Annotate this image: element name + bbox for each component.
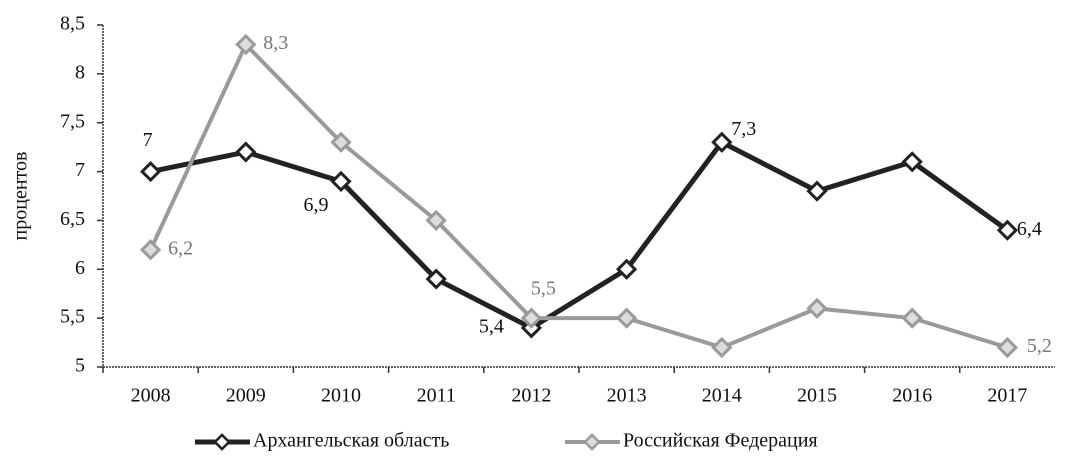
y-tick-label: 6,5	[60, 208, 85, 230]
data-label: 6,2	[168, 237, 193, 259]
y-tick-label: 7	[75, 159, 85, 181]
y-tick-label: 8	[75, 61, 85, 83]
point-marker	[139, 239, 162, 261]
point-marker	[330, 170, 352, 192]
x-tick-label: 2013	[607, 385, 647, 407]
x-tick-label: 2014	[702, 385, 742, 407]
point-marker	[901, 151, 923, 173]
x-tick-label: 2011	[417, 385, 456, 407]
x-tick-label: 2009	[226, 385, 266, 407]
data-label: 6,4	[1017, 218, 1042, 240]
point-marker	[996, 219, 1019, 241]
point-marker	[235, 141, 257, 163]
point-marker	[425, 268, 447, 290]
x-tick-label: 2016	[892, 385, 932, 407]
x-tick-label: 2017	[987, 385, 1027, 407]
y-axis-label: процентов	[10, 152, 32, 241]
y-tick-label: 8,5	[60, 13, 85, 35]
data-label: 6,9	[304, 194, 329, 216]
legend-label: Архангельская область	[253, 430, 449, 452]
series-line	[150, 139, 1009, 331]
data-label: 5,5	[531, 278, 556, 300]
point-marker	[520, 307, 543, 329]
y-tick-label: 5,5	[60, 306, 85, 328]
data-label: 5,2	[1027, 335, 1052, 357]
legend-marker	[583, 433, 601, 451]
y-tick-label: 6	[75, 257, 85, 279]
point-marker	[806, 180, 828, 202]
point-marker	[615, 258, 638, 280]
data-label: 7,3	[731, 118, 756, 140]
point-marker	[330, 131, 352, 153]
y-tick-label: 7,5	[60, 110, 85, 132]
y-tick-label: 5	[75, 355, 85, 377]
point-marker	[615, 307, 638, 329]
data-label: 8,3	[263, 32, 288, 54]
x-tick-label: 2008	[131, 385, 171, 407]
point-marker	[806, 297, 828, 319]
point-marker	[901, 307, 923, 329]
legend-label: Российская Федерация	[623, 430, 818, 452]
series-line	[148, 42, 1008, 350]
x-tick-label: 2010	[321, 385, 361, 407]
point-marker	[425, 209, 447, 232]
legend-marker	[213, 433, 231, 451]
point-marker	[711, 131, 733, 153]
x-tick-label: 2015	[797, 385, 837, 407]
point-marker	[996, 336, 1019, 359]
data-label: 5,4	[479, 316, 504, 338]
point-marker	[711, 336, 733, 359]
data-label: 7	[143, 129, 153, 151]
x-tick-label: 2012	[511, 385, 551, 407]
point-marker	[235, 33, 257, 56]
point-marker	[139, 160, 162, 183]
